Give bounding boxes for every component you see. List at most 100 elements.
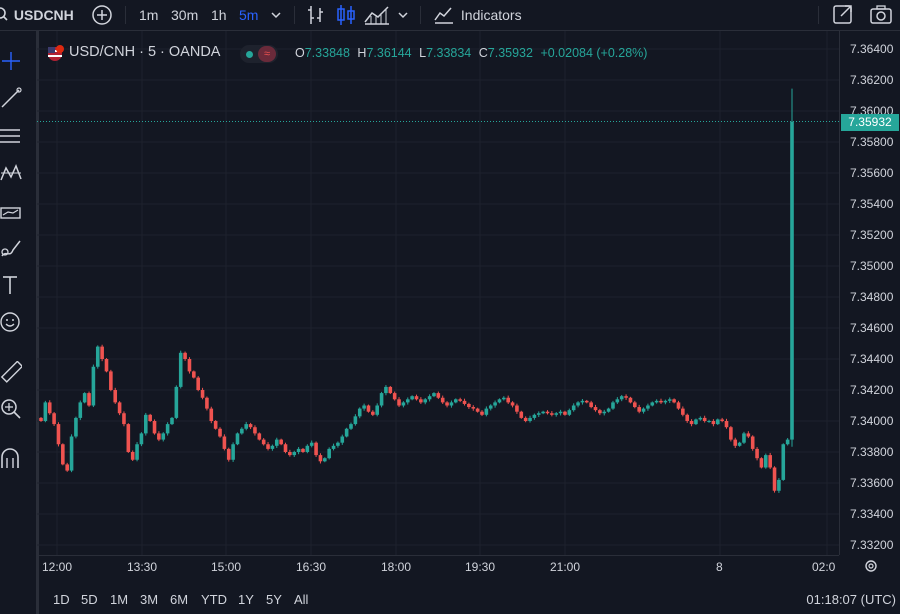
market-hours-icon: ≈ — [258, 46, 276, 62]
bar-style-icon — [308, 6, 323, 24]
market-open-dot-icon — [246, 51, 253, 58]
candle-body — [598, 410, 602, 414]
trend-line-icon[interactable] — [0, 87, 22, 109]
fullscreen-button[interactable] — [831, 0, 855, 30]
price-axis-label: 7.35600 — [850, 166, 894, 180]
range-button-ytd[interactable]: YTD — [201, 592, 227, 607]
candle-body — [126, 424, 131, 452]
interval-1h[interactable]: 1h — [211, 7, 227, 23]
drawing-toolbar — [0, 31, 39, 614]
bottom-toolbar: 01:18:07 (UTC) 1D 5D 1M 3M 6M YTD 1Y 5Y All — [37, 586, 900, 614]
chart-style-dropdown[interactable] — [396, 0, 410, 30]
candle-body — [174, 386, 179, 418]
crosshair-icon[interactable] — [0, 50, 22, 72]
bar-style-button[interactable] — [305, 0, 327, 30]
candle-body — [772, 467, 777, 491]
candle-body — [484, 408, 489, 415]
candle-body — [453, 399, 458, 403]
brush-icon[interactable] — [0, 238, 22, 260]
ruler-icon[interactable] — [0, 361, 22, 383]
candle-body — [532, 414, 537, 418]
candle-body — [702, 417, 707, 421]
candle-body — [633, 402, 637, 408]
candle-body — [685, 414, 690, 421]
last-price-label: 7.35932 — [841, 114, 899, 131]
range-button-5y[interactable]: 5Y — [266, 592, 282, 607]
candle-body — [545, 411, 550, 414]
candle-body — [52, 413, 56, 425]
candle-body — [471, 407, 476, 409]
range-button-1d[interactable]: 1D — [53, 592, 70, 607]
interval-1m[interactable]: 1m — [139, 7, 159, 23]
indicators-button[interactable]: Indicators — [433, 0, 522, 30]
price-chart[interactable] — [37, 31, 839, 555]
range-button-1m[interactable]: 1M — [110, 592, 129, 607]
range-button-3m[interactable]: 3M — [140, 592, 159, 607]
range-button-1y[interactable]: 1Y — [238, 592, 254, 607]
interval-5m[interactable]: 5m — [239, 7, 259, 23]
emoji-icon[interactable] — [0, 311, 22, 333]
area-style-button[interactable] — [363, 0, 391, 30]
fullscreen-icon — [833, 5, 852, 24]
candle-body — [694, 419, 698, 425]
magnet-icon[interactable] — [0, 448, 22, 470]
utc-clock[interactable]: 01:18:07 (UTC) — [806, 592, 896, 607]
price-axis[interactable]: 7.36400 7.36200 7.36000 7.35800 7.35600 7.354… — [839, 31, 900, 555]
candle-body — [261, 439, 266, 445]
candle-body — [576, 402, 580, 406]
candle-body — [550, 413, 554, 415]
range-button-5d[interactable]: 5D — [81, 592, 98, 607]
compare-symbol-button[interactable] — [90, 0, 114, 30]
time-axis-label: 02:0 — [812, 560, 836, 574]
price-axis-label: 7.35000 — [850, 259, 894, 273]
horizontal-lines-icon[interactable] — [0, 125, 22, 147]
candle-body — [589, 402, 593, 408]
symbol-search-button[interactable]: USDCNH — [0, 0, 74, 30]
interval-dropdown[interactable] — [269, 0, 283, 30]
candle-body — [790, 121, 794, 440]
range-button-all[interactable]: All — [294, 592, 309, 607]
text-icon[interactable] — [0, 274, 22, 296]
candle-body — [458, 399, 462, 401]
candle-body — [432, 393, 436, 397]
interval-30m[interactable]: 30m — [171, 7, 199, 23]
candle-body — [637, 407, 641, 412]
forecast-icon[interactable] — [0, 201, 22, 223]
time-axis[interactable]: 12:00 13:30 15:00 16:30 18:00 19:30 21:00 8 02:0 — [37, 555, 839, 580]
zoom-in-icon[interactable] — [0, 398, 22, 420]
price-axis-label: 7.33200 — [850, 538, 894, 552]
candle-body — [746, 433, 751, 437]
camera-icon — [870, 5, 892, 24]
candle-body — [122, 413, 126, 425]
candle-body — [100, 346, 104, 359]
candle-body — [672, 399, 676, 403]
candle-body — [323, 458, 327, 462]
axis-settings-icon[interactable] — [862, 557, 880, 575]
candle-body — [781, 444, 786, 480]
open-value: 7.33848 — [304, 46, 350, 60]
range-button-6m[interactable]: 6M — [170, 592, 189, 607]
candle-body — [436, 393, 441, 398]
market-status-badge[interactable]: ≈ — [240, 45, 278, 63]
pattern-icon[interactable] — [0, 162, 22, 184]
snapshot-button[interactable] — [868, 0, 894, 30]
add-symbol-icon — [92, 5, 112, 25]
candle-body — [353, 416, 358, 425]
chart-symbol-title[interactable]: USD/CNH · 5 · OANDA — [69, 44, 221, 60]
candle-body — [331, 445, 336, 449]
candle-body — [178, 352, 183, 387]
candle-body — [318, 455, 323, 462]
price-axis-label: 7.36400 — [850, 42, 894, 56]
candle-body — [56, 424, 61, 445]
price-axis-label: 7.34200 — [850, 383, 894, 397]
candle-body — [462, 400, 467, 404]
candle-body — [244, 424, 249, 429]
candle-style-button[interactable] — [335, 0, 357, 30]
candle-body — [584, 400, 589, 403]
candle-body — [139, 433, 144, 445]
change-value: +0.02084 (+0.28%) — [540, 46, 648, 60]
candle-body — [724, 421, 729, 428]
candle-body — [152, 421, 157, 434]
candle-body — [615, 399, 620, 403]
candle-body — [475, 408, 480, 412]
